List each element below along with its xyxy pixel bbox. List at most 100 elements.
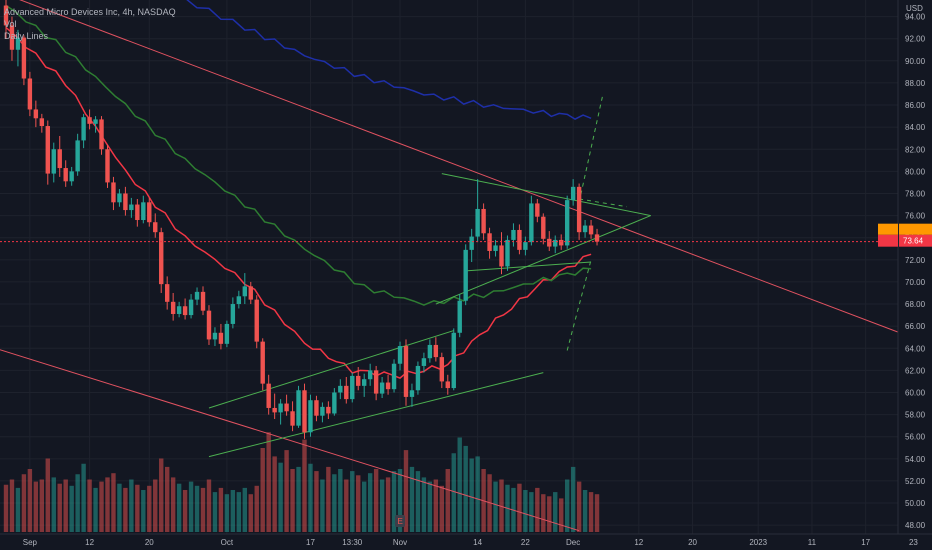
candle-body <box>433 344 439 358</box>
volume-bar <box>200 487 206 532</box>
volume-bar <box>523 490 528 532</box>
candle-body <box>33 109 39 119</box>
last-price-text: 73.64 <box>903 237 924 246</box>
candle-body <box>170 301 176 314</box>
candle <box>362 373 367 397</box>
candle-body <box>493 245 498 251</box>
volume-bar <box>445 469 450 532</box>
candle <box>69 166 74 186</box>
volume-bar <box>391 471 397 532</box>
candle-body <box>75 140 80 172</box>
candle <box>224 320 230 348</box>
secondary-tag <box>878 223 898 235</box>
candle-body <box>463 249 468 301</box>
candle <box>535 199 540 223</box>
trendline <box>19 0 932 346</box>
volume-bar <box>379 479 385 532</box>
volume-bar <box>373 469 379 532</box>
candle-body <box>15 37 21 50</box>
time-tick-label: Oct <box>221 538 234 547</box>
candle <box>218 323 224 350</box>
volume-bar <box>63 479 68 532</box>
indicator-daily-lines[interactable]: Daily Lines <box>4 31 49 41</box>
candle <box>206 305 212 345</box>
volume-bar <box>159 458 164 532</box>
candle <box>284 394 289 416</box>
price-tick-label: 78.00 <box>905 189 926 198</box>
price-tick-label: 82.00 <box>905 145 926 154</box>
symbol-title[interactable]: Advanced Micro Devices Inc, 4h, NASDAQ <box>4 7 176 17</box>
volume-bar <box>45 458 50 532</box>
candle-body <box>576 186 582 233</box>
candle <box>356 367 361 391</box>
volume-bar <box>284 450 289 532</box>
candle <box>159 227 164 293</box>
volume-bar <box>27 469 33 532</box>
volume-bar <box>33 481 39 532</box>
volume-bar <box>582 490 588 532</box>
time-tick-label: Nov <box>393 538 407 547</box>
candle <box>15 29 21 67</box>
candle <box>39 113 45 133</box>
candle-body <box>332 392 337 414</box>
candle-body <box>236 296 242 305</box>
candle-body <box>344 385 349 400</box>
candle-body <box>403 346 409 397</box>
volume-bar <box>588 492 594 532</box>
candle <box>505 235 510 271</box>
candle-body <box>385 382 391 390</box>
candle-body <box>266 383 271 408</box>
candle <box>379 377 385 399</box>
event-flag[interactable]: E <box>395 515 405 527</box>
candle-body <box>81 117 86 141</box>
volume-bar <box>93 487 98 532</box>
candle <box>153 213 158 238</box>
trendlines[interactable] <box>0 0 932 532</box>
volume-bar <box>117 483 122 532</box>
candle-body <box>290 411 295 426</box>
candle <box>33 100 39 128</box>
volume-bar <box>141 490 146 532</box>
candle <box>385 374 391 395</box>
price-tick-label: 52.00 <box>905 477 926 486</box>
candle <box>182 298 188 320</box>
price-tick-label: 60.00 <box>905 388 926 397</box>
candle-body <box>391 363 397 390</box>
candle-body <box>176 306 182 314</box>
last-price-tag <box>899 234 932 247</box>
time-tick-label: 20 <box>688 538 697 547</box>
candle-body <box>200 291 206 311</box>
candle <box>141 195 146 224</box>
candle-body <box>457 300 462 333</box>
price-tick-label: 80.00 <box>905 167 926 176</box>
indicator-vol[interactable]: Vol <box>4 19 17 29</box>
volume-bar <box>332 474 337 532</box>
candlesticks[interactable] <box>3 0 600 439</box>
candle-body <box>421 358 427 366</box>
candle <box>242 273 247 305</box>
candle-body <box>284 403 289 412</box>
volume-bar <box>475 456 480 532</box>
price-tick-label: 56.00 <box>905 433 926 442</box>
volume-bar <box>147 485 152 532</box>
candle <box>81 113 86 149</box>
volume-bar <box>21 474 27 532</box>
price-tick-label: 76.00 <box>905 212 926 221</box>
candle-body <box>350 375 355 400</box>
candle-body <box>308 400 313 433</box>
time-axis[interactable]: Sep 12 20 Oct 17 13:30 Nov 14 22 Dec 12 20 2023 11 17 2… <box>23 538 919 547</box>
price-axis[interactable]: USD 48.00 50.00 52.00 54.00 56.00 58.00 60.00 62… <box>905 4 926 530</box>
candle <box>248 281 253 305</box>
volume-bar <box>290 469 295 532</box>
candle-body <box>45 126 50 174</box>
candle <box>99 116 104 155</box>
volume-bar <box>403 450 409 532</box>
candle <box>147 197 152 227</box>
candle <box>481 203 486 240</box>
candle <box>427 339 433 363</box>
volume-bar <box>415 471 421 532</box>
candle-body <box>445 381 450 389</box>
candle-body <box>206 310 212 340</box>
candle <box>541 213 546 245</box>
